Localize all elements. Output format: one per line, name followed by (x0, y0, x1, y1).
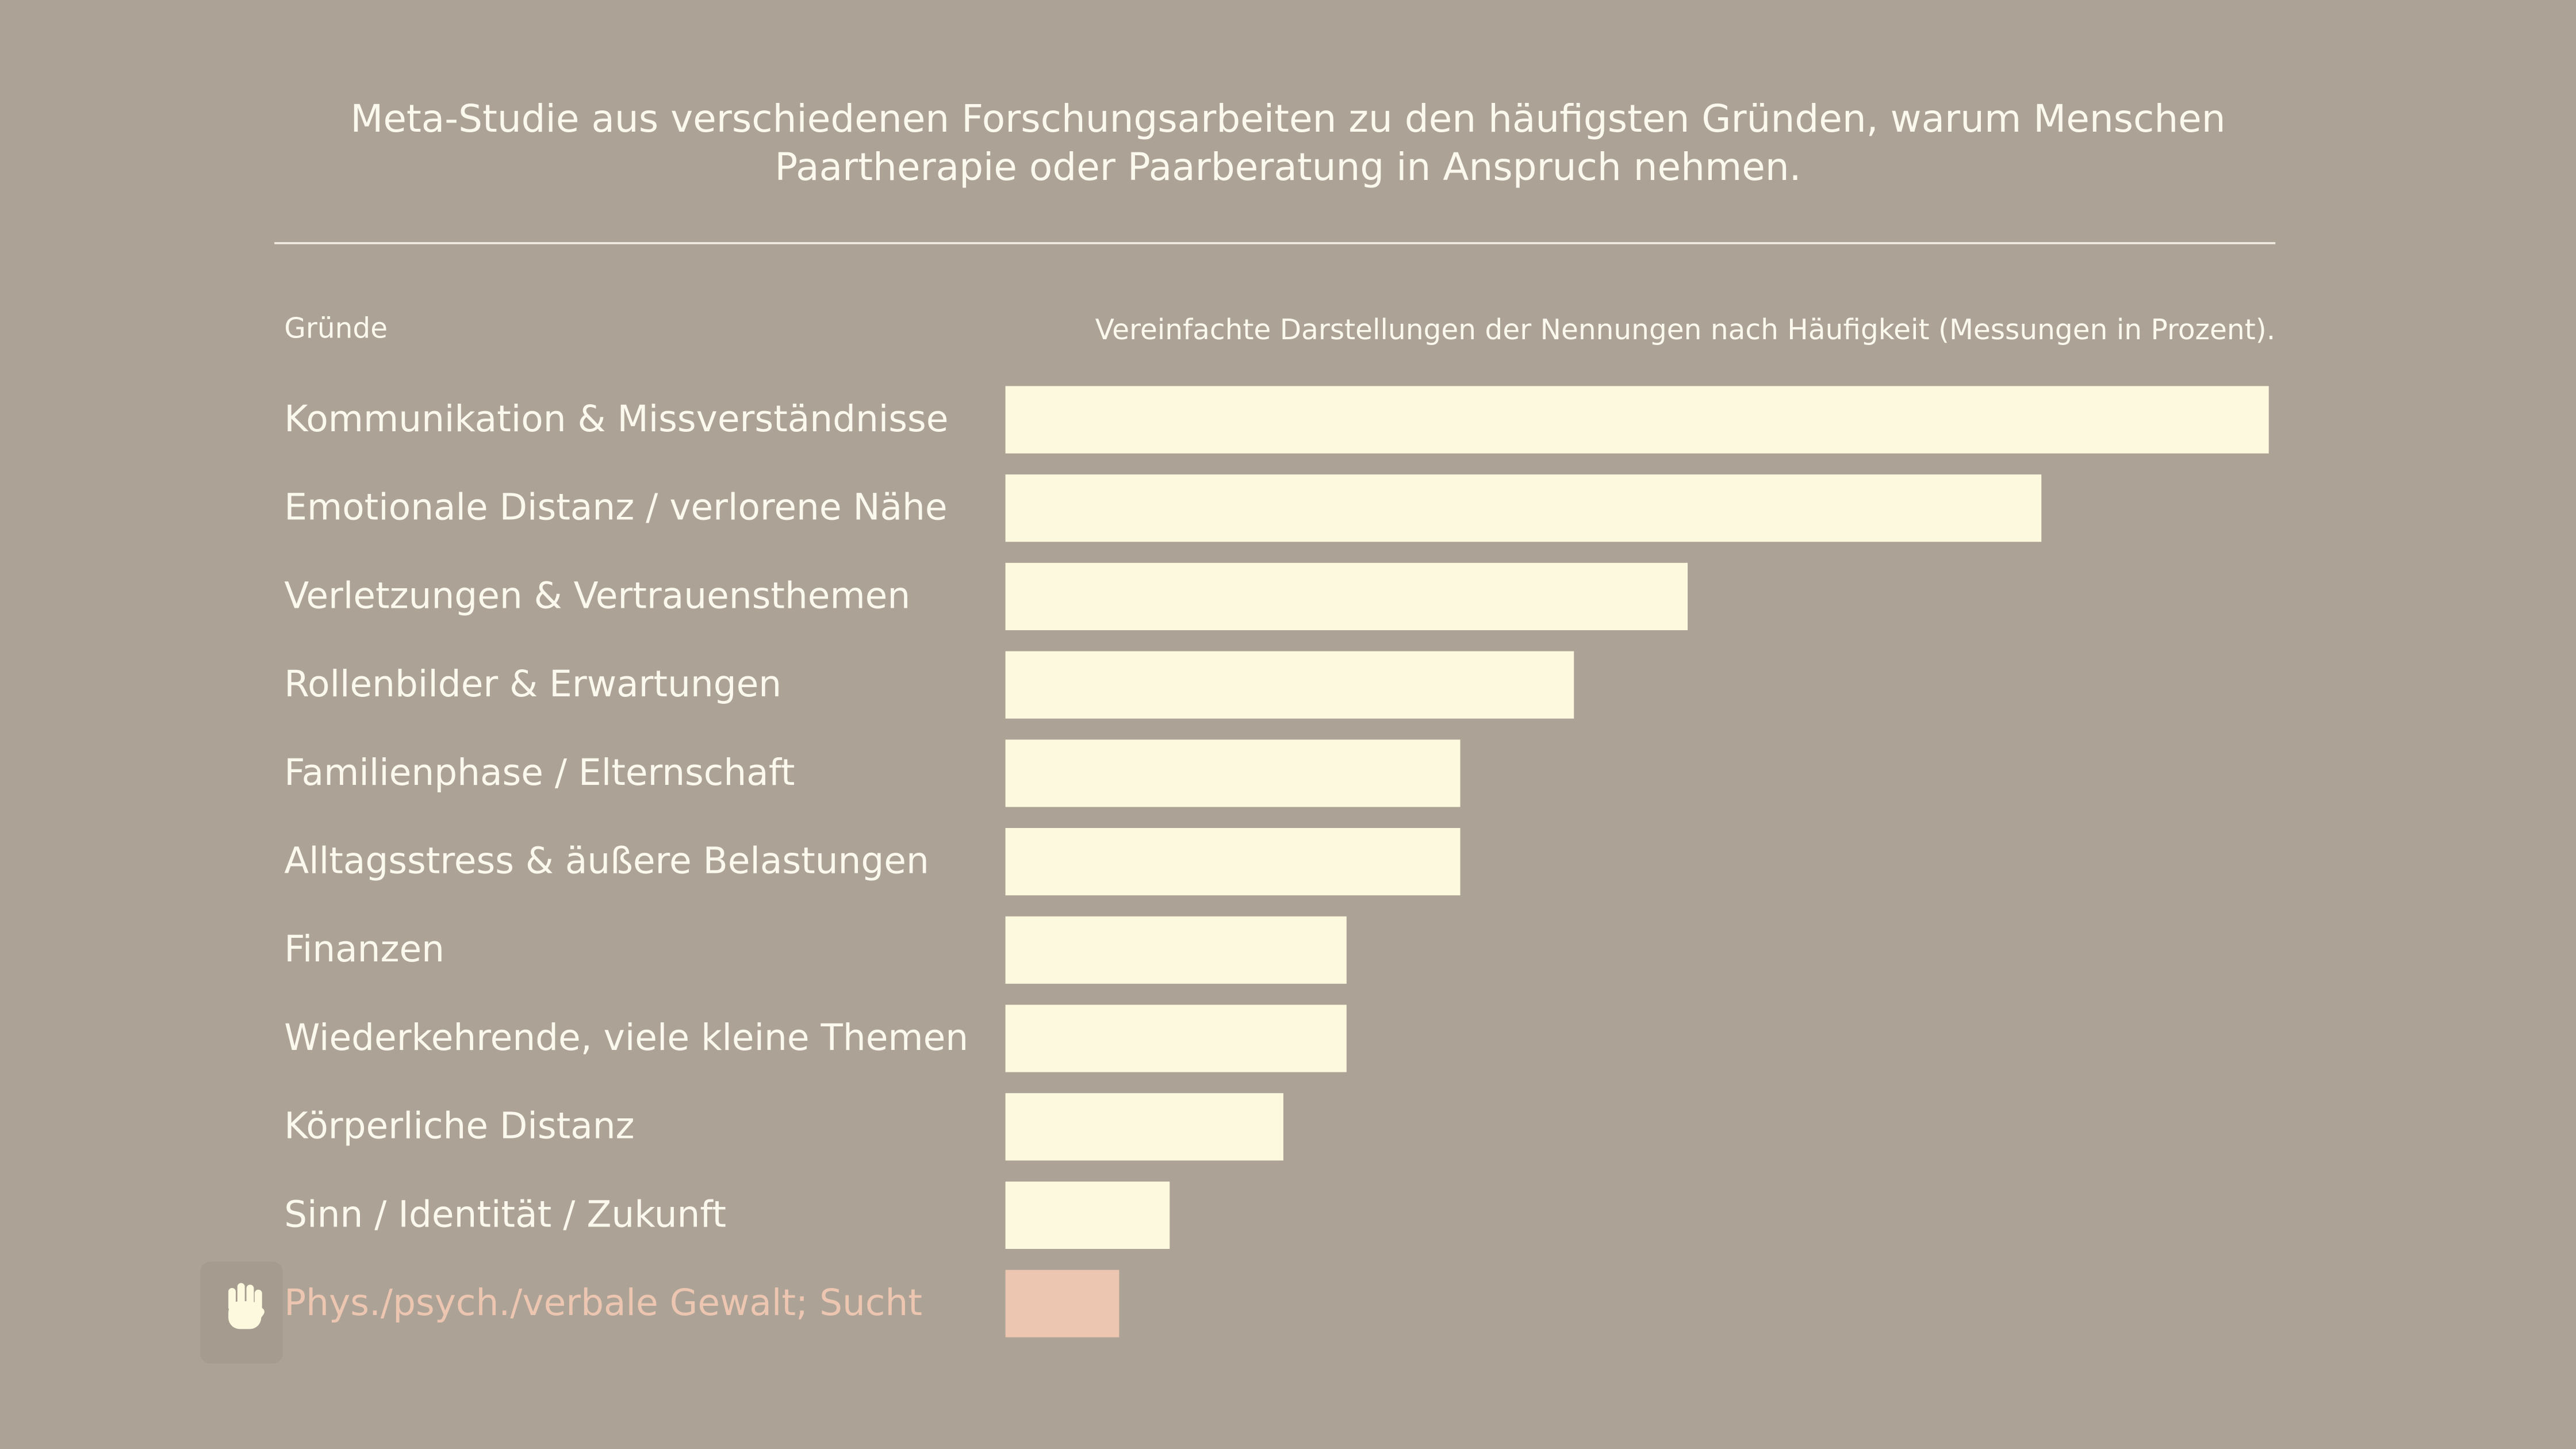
category-header: Gründe (284, 312, 388, 344)
category-label: Sinn / Identität / Zukunft (284, 1193, 726, 1235)
bar (1005, 651, 1574, 719)
value-header: Vereinfachte Darstellungen der Nennungen… (1095, 314, 2275, 346)
category-label: Familienphase / Elternschaft (284, 752, 795, 793)
bar (1005, 386, 2269, 454)
category-label: Finanzen (284, 928, 444, 970)
category-label: Alltagsstress & äußere Belastungen (284, 840, 929, 882)
bar (1005, 916, 1347, 984)
category-label: Emotionale Distanz / verlorene Nähe (284, 486, 947, 528)
category-label: Körperliche Distanz (284, 1105, 634, 1147)
category-label: Rollenbilder & Erwartungen (284, 663, 781, 705)
bar (1005, 739, 1460, 807)
category-label: Wiederkehrende, viele kleine Themen (284, 1017, 968, 1059)
category-label: Verletzungen & Vertrauensthemen (284, 574, 910, 616)
bar (1005, 1270, 1120, 1337)
bar (1005, 474, 2042, 542)
bar (1005, 1005, 1347, 1072)
category-label: Phys./psych./verbale Gewalt; Sucht (284, 1282, 922, 1324)
bar (1005, 1093, 1283, 1161)
category-label: Kommunikation & Missverständnisse (284, 398, 948, 440)
bar (1005, 562, 1688, 630)
chart-title: Meta-Studie aus verschiedenen Forschungs… (350, 97, 2226, 189)
bar (1005, 1181, 1170, 1249)
bar (1005, 828, 1460, 896)
hand-icon (200, 1262, 283, 1364)
